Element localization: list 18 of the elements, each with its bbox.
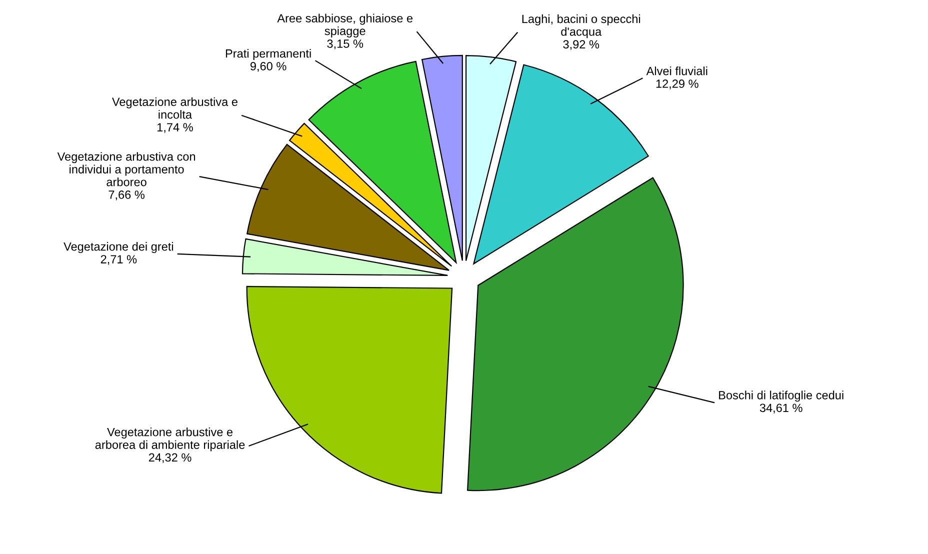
data-label: 34,61 % [760,404,802,414]
data-label: 2,71 % [100,255,137,265]
data-label: 7,66 % [108,190,145,200]
data-label: 12,29 % [656,80,698,90]
data-label: 24,32 % [148,453,192,464]
slice-label: Laghi, bacini o specchi d'acqua [522,14,640,38]
data-label: 3,92 % [563,40,600,50]
slice-label: Vegetazione dei greti [64,242,174,254]
data-label: 1,74 % [157,123,193,133]
data-label: 3,15 % [327,40,364,50]
slice-label: Prati permanenti [226,49,311,60]
slice-label: Alvei fluviali [646,66,708,76]
slice-label: Boschi di latifoglie cedui [719,390,844,402]
slice-label: Aree sabbiose, ghiaiose e spiagge [277,14,413,38]
slice-label: Vegetazione arbustive e arborea di ambiente ripariale [95,428,245,452]
slice-label: Vegetazione arbustiva e incolta [112,97,238,119]
slice-label: Vegetazione arbustiva con individui a portamento arboreo [57,152,196,186]
data-label: 9,60 % [250,62,286,72]
